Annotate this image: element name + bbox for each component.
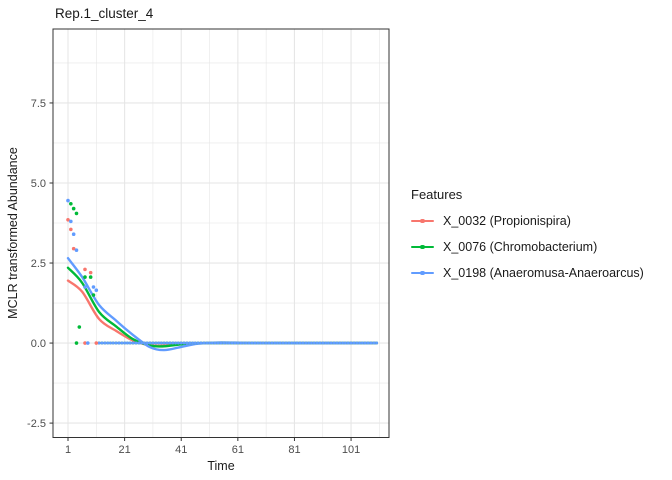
data-points-X_0032 [66,218,99,345]
legend-key-icon [411,234,434,260]
y-tick-label: -2.5 [27,418,46,430]
minor-gridlines [53,29,389,438]
panel-border [52,28,390,438]
legend-title: Features [411,187,463,202]
legend-entry-label: X_0198 (Anaeromusa-Anaeroarcus) [443,266,644,280]
y-tick-label: 7.5 [31,98,46,110]
legend-entry-X_0076: X_0076 (Chromobacterium) [411,234,644,260]
legend-key-icon [411,260,434,286]
legend-entries: X_0032 (Propionispira) X_0076 (Chromobact… [411,208,644,286]
data-points-X_0076 [69,201,96,345]
x-tick-label: 101 [342,444,360,456]
legend-key-icon [411,208,434,234]
legend-entry-label: X_0032 (Propionispira) [443,214,571,228]
y-tick-label: 5.0 [31,178,46,190]
legend-entry-X_0198: X_0198 (Anaeromusa-Anaeroarcus) [411,260,644,286]
x-axis-title: Time [207,459,235,473]
axis-ticks: 1 21 41 61 81 101 7.5 5.0 2.5 0.0 -2.5 [27,98,360,456]
data-points-X_0198 [66,198,99,345]
y-axis-title: MCLR transformed Abundance [6,147,20,319]
legend-entry-label: X_0076 (Chromobacterium) [443,240,598,254]
x-tick-label: 21 [118,444,130,456]
y-tick-label: 2.5 [31,258,46,270]
plot-title: Rep.1_cluster_4 [55,6,154,21]
x-tick-label: 1 [65,444,71,456]
x-tick-label: 81 [288,444,300,456]
legend-entry-X_0032: X_0032 (Propionispira) [411,208,644,234]
y-tick-label: 0.0 [31,338,46,350]
legend: Features X_0032 (Propionispira) X_0076 (C… [411,187,644,286]
panel-background [53,29,389,438]
x-tick-label: 41 [175,444,187,456]
zero-run-points-X_0198 [97,341,379,345]
x-tick-label: 61 [232,444,244,456]
